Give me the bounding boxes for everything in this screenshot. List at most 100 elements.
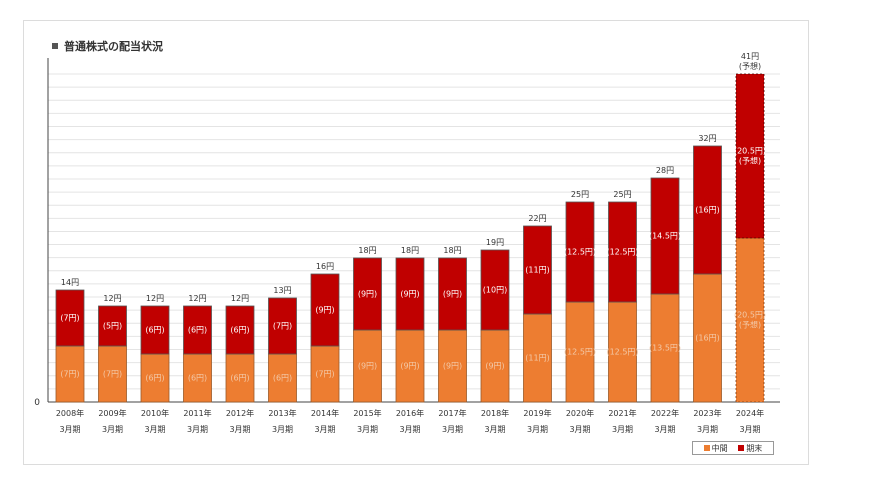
bar-year-end: [140, 305, 170, 355]
bar-interim-label: (6円): [230, 374, 249, 383]
x-tick-label: 3月期: [229, 425, 250, 434]
x-tick-label: 2024年: [736, 408, 764, 418]
bar-total-label: 16円: [316, 262, 334, 271]
y-zero-label: 0: [34, 398, 40, 408]
bar-year-end: [225, 305, 255, 355]
bar-year-end-label: (9円): [400, 290, 419, 299]
bar-interim-label: (予想): [739, 320, 761, 330]
bar-year-end: [438, 257, 467, 331]
bar-interim: [268, 353, 297, 403]
bar-year-end: [650, 177, 680, 295]
legend-label-year-end: 期末: [746, 443, 763, 453]
bar-year-end: [523, 225, 552, 315]
bar-year-end: [98, 305, 127, 347]
bar-interim-label: (6円): [188, 374, 207, 383]
x-tick-label: 2014年: [311, 408, 339, 418]
bar-interim: [565, 301, 595, 403]
bar-interim-label: (16円): [695, 334, 719, 343]
x-tick-label: 2023年: [693, 408, 721, 418]
x-tick-label: 3月期: [102, 425, 123, 434]
x-tick-label: 3月期: [484, 425, 505, 434]
bar-total-label: 14円: [61, 278, 79, 287]
bar-total-label: 12円: [231, 294, 249, 303]
x-tick-label: 3月期: [59, 425, 80, 434]
bar-interim-label: (6円): [145, 374, 164, 383]
bar-total-label: (予想): [739, 61, 761, 71]
bar-interim-label: (7円): [60, 370, 79, 379]
bar-interim-label: (9円): [485, 362, 504, 371]
bar-interim: [438, 329, 467, 403]
x-tick-label: 3月期: [357, 425, 378, 434]
x-tick-label: 2011年: [183, 408, 211, 418]
bar-interim: [183, 353, 212, 403]
bar-interim: [310, 345, 340, 403]
bar-year-end: [693, 145, 722, 275]
legend-item-year-end: 期末: [738, 443, 762, 454]
chart-legend: 中間 期末: [692, 441, 774, 455]
x-tick-label: 2022年: [651, 408, 679, 418]
bar-year-end-label: (6円): [145, 326, 164, 335]
legend-label-interim: 中間: [711, 443, 728, 453]
bar-year-end: [268, 297, 297, 355]
x-tick-label: 3月期: [187, 425, 208, 434]
bar-total-label: 25円: [613, 190, 631, 199]
x-tick-label: 2010年: [141, 408, 169, 418]
x-tick-label: 2013年: [268, 408, 296, 418]
bar-year-end: [310, 273, 340, 347]
x-tick-label: 2019年: [523, 408, 551, 418]
bar-total-label: 25円: [571, 190, 589, 199]
bar-total-label: 18円: [443, 246, 461, 255]
x-tick-label: 2012年: [226, 408, 254, 418]
bar-interim-label: (7円): [315, 370, 334, 379]
x-tick-label: 2020年: [566, 408, 594, 418]
bar-total-label: 13円: [273, 286, 291, 295]
bar-year-end-label: (予想): [739, 156, 761, 166]
bar-year-end-label: (9円): [315, 306, 334, 315]
bar-interim-label: (12.5円): [606, 348, 638, 357]
bar-total-label: 12円: [103, 294, 121, 303]
bar-year-end: [183, 305, 212, 355]
chart-title-text: 普通株式の配当状況: [64, 40, 163, 53]
bar-year-end-label: (9円): [358, 290, 377, 299]
legend-swatch-year-end: [738, 445, 745, 451]
bar-total-label: 22円: [528, 214, 546, 223]
bar-interim: [480, 329, 510, 403]
x-tick-label: 3月期: [654, 425, 675, 434]
bar-year-end-label: (6円): [188, 326, 207, 335]
x-tick-label: 3月期: [399, 425, 420, 434]
x-tick-label: 2016年: [396, 408, 424, 418]
bar-interim: [98, 345, 127, 403]
chart-title: 普通株式の配当状況: [52, 38, 163, 54]
bar-year-end-label: (14.5円): [649, 232, 681, 241]
x-tick-label: 3月期: [569, 425, 590, 434]
bar-interim: [693, 273, 722, 403]
bar-year-end: [480, 249, 510, 331]
x-tick-label: 3月期: [144, 425, 165, 434]
bar-year-end-label: (12.5円): [564, 248, 596, 257]
legend-item-interim: 中間: [703, 443, 728, 454]
x-tick-label: 2021年: [608, 408, 636, 418]
x-tick-label: 3月期: [697, 425, 718, 434]
bar-total-label: 19円: [486, 238, 504, 247]
legend-swatch-interim: [703, 445, 710, 451]
bar-total-label: 18円: [401, 246, 419, 255]
bar-interim-label: (9円): [443, 362, 462, 371]
x-tick-label: 3月期: [527, 425, 548, 434]
bar-year-end-label: (7円): [60, 314, 79, 323]
bar-year-end-label: (5円): [103, 322, 122, 331]
x-tick-label: 2009年: [98, 408, 126, 418]
x-tick-label: 3月期: [314, 425, 335, 434]
bar-year-end: [735, 73, 765, 239]
bar-year-end: [608, 201, 637, 303]
bar-total-label: 12円: [188, 294, 206, 303]
bar-interim: [225, 353, 255, 403]
x-tick-label: 3月期: [612, 425, 633, 434]
bar-interim: [55, 345, 85, 403]
x-tick-label: 2018年: [481, 408, 509, 418]
bar-total-label: 12円: [146, 294, 164, 303]
x-tick-label: 2015年: [353, 408, 381, 418]
bar-interim-label: (11円): [525, 354, 549, 363]
bar-interim-label: (9円): [400, 362, 419, 371]
bar-interim: [523, 313, 552, 403]
bar-year-end: [395, 257, 425, 331]
